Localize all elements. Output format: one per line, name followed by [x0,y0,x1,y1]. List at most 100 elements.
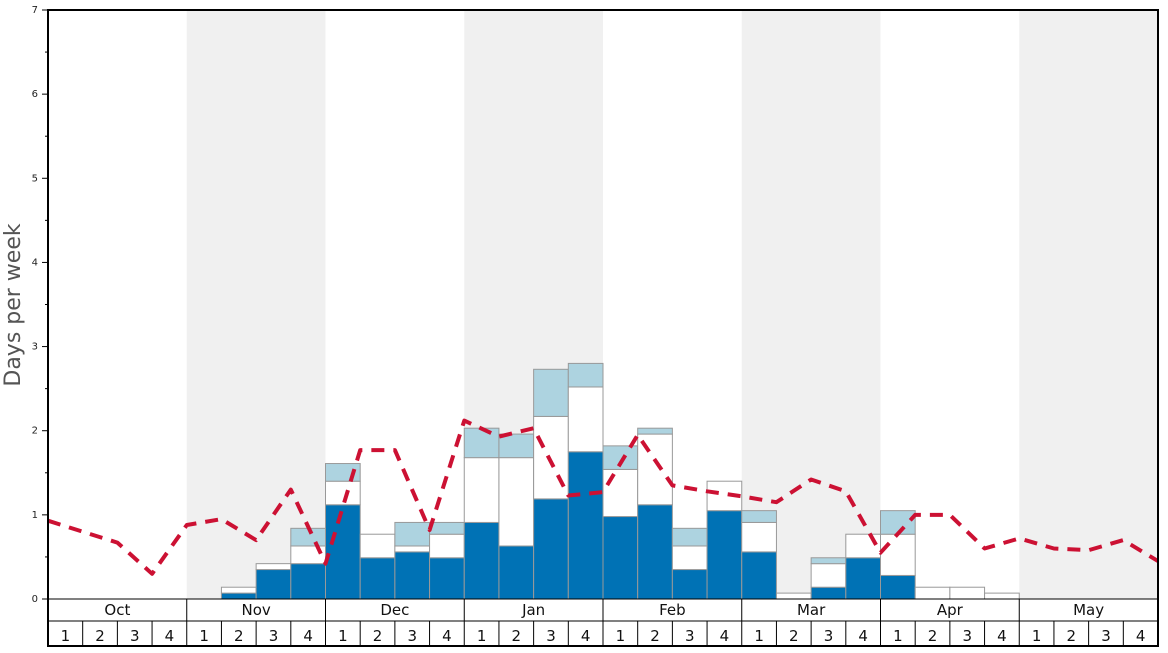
bar-series1-week-9 [325,504,361,600]
week-label-23: 3 [824,627,834,645]
week-label-25: 1 [893,627,903,645]
week-label-2: 2 [95,627,105,645]
bar-series1-week-12 [429,557,465,600]
week-label-13: 1 [477,627,487,645]
week-label-24: 4 [858,627,868,645]
month-shading-layer [186,10,1158,599]
y-tick-label-1: 1 [32,510,38,521]
week-label-11: 3 [407,627,417,645]
week-label-7: 3 [269,627,279,645]
bar-series3-week-15 [533,368,569,417]
bar-series2-week-19 [671,545,708,571]
week-label-1: 1 [61,627,71,645]
month-label-oct: Oct [104,601,130,619]
bar-series2-week-11 [394,545,431,553]
bar-series3-week-13 [463,427,500,459]
bar-series3-week-19 [671,527,708,547]
bar-series2-week-27 [949,586,986,600]
bar-series1-week-19 [671,569,708,600]
bar-series2-week-21 [741,521,777,553]
week-axis: 1 2 3 4 1 2 3 4 1 2 3 4 1 2 3 4 1 2 3 4 1 2 3 4 1 2 3 4 1 2 3 4 [61,621,1146,646]
y-axis-label: Days per week [1,223,26,386]
y-tick-label-5: 5 [32,173,38,184]
bar-series2-week-25 [880,533,916,576]
bar-series1-week-20 [706,510,743,600]
week-label-14: 2 [512,627,522,645]
week-label-5: 1 [199,627,209,645]
bar-series2-week-16 [567,386,604,453]
bar-series2-week-28 [984,592,1020,600]
week-label-32: 4 [1136,627,1146,645]
bar-series3-week-12 [429,521,465,535]
bar-series2-week-13 [463,457,500,523]
month-label-jan: Jan [521,601,545,619]
bar-series2-week-23 [810,563,847,588]
week-label-28: 4 [997,627,1007,645]
bar-series2-week-24 [845,533,881,559]
week-label-20: 4 [720,627,730,645]
week-label-6: 2 [234,627,244,645]
bar-series1-week-21 [741,551,777,600]
bar-series2-week-6 [220,586,257,594]
week-label-21: 1 [754,627,764,645]
week-label-4: 4 [165,627,175,645]
average-line [47,418,1160,576]
y-axis: 0 1 2 3 4 5 6 7 [32,5,48,605]
month-label-apr: Apr [937,601,964,619]
bar-series2-week-7 [255,563,292,571]
week-label-29: 1 [1032,627,1042,645]
week-label-8: 4 [303,627,313,645]
bar-series1-week-11 [394,551,431,600]
bar-series2-week-22 [775,592,812,600]
y-tick-label-7: 7 [32,5,38,16]
bars-layer [220,362,1020,600]
week-label-12: 4 [442,627,452,645]
week-label-15: 3 [546,627,556,645]
bar-series3-week-16 [567,362,604,388]
bar-series1-week-15 [533,498,569,600]
bar-series1-week-16 [567,451,604,600]
y-tick-label-2: 2 [32,426,38,437]
y-tick-label-6: 6 [32,89,38,100]
week-label-17: 1 [616,627,626,645]
week-label-26: 2 [928,627,938,645]
bar-series3-week-14 [498,433,535,459]
bar-series1-week-13 [463,521,500,600]
week-label-16: 4 [581,627,591,645]
week-label-19: 3 [685,627,695,645]
y-tick-label-3: 3 [32,342,38,353]
bar-series1-week-24 [845,557,881,600]
bar-series1-week-10 [359,557,396,600]
week-label-3: 3 [130,627,140,645]
y-tick-label-0: 0 [32,594,38,605]
week-label-18: 2 [650,627,660,645]
bar-series1-week-17 [602,516,639,600]
bar-series3-week-18 [637,427,673,435]
month-label-may: May [1073,601,1104,619]
bar-series1-week-23 [810,586,847,600]
bar-series1-week-25 [880,574,916,600]
bar-series3-week-23 [810,557,847,565]
week-label-10: 2 [373,627,383,645]
bar-series1-week-7 [255,569,292,600]
bar-series2-week-14 [498,457,535,547]
month-label-nov: Nov [241,601,270,619]
month-label-mar: Mar [797,601,826,619]
month-axis: Oct Nov Dec Jan Feb Mar Apr May [104,599,1104,621]
month-shade-mar [741,10,881,599]
week-label-9: 1 [338,627,348,645]
week-label-22: 2 [789,627,799,645]
month-label-dec: Dec [380,601,409,619]
bar-series1-week-18 [637,504,673,600]
bar-series2-week-17 [602,468,639,518]
bar-series3-week-11 [394,521,431,547]
week-label-27: 3 [962,627,972,645]
line-layer [47,418,1160,576]
bar-series1-week-8 [290,563,326,600]
bar-series1-week-14 [498,545,535,600]
bar-series1-week-6 [220,592,257,600]
week-label-31: 3 [1101,627,1111,645]
month-shade-may [1019,10,1158,599]
